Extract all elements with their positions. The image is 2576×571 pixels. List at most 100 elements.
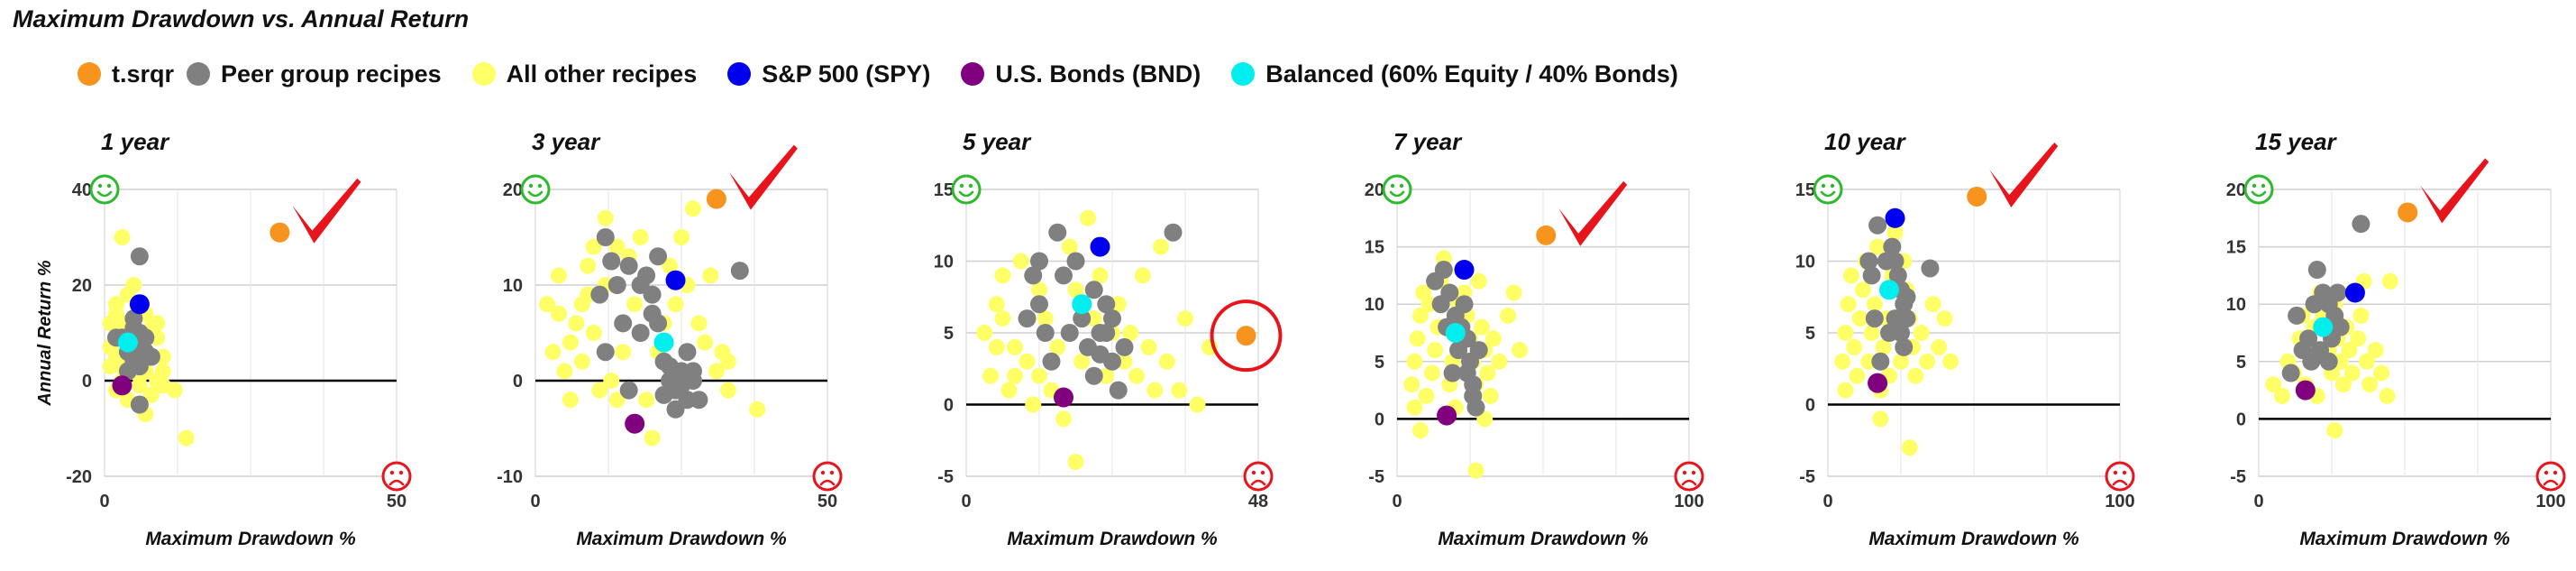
- point-other: [1411, 422, 1429, 439]
- point-peer: [690, 391, 708, 410]
- point-other: [1025, 396, 1042, 413]
- smiley-face-icon-eye-left: [1390, 183, 1395, 189]
- point-other: [142, 386, 160, 403]
- point-peer: [619, 256, 638, 275]
- point-other: [2343, 364, 2361, 382]
- y-tick-label: 0: [513, 372, 523, 391]
- x-axis-label: Maximum Drawdown %: [1438, 529, 1649, 549]
- point-peer: [1109, 381, 1128, 400]
- point-peer: [2328, 283, 2347, 302]
- y-tick-label: -5: [1799, 467, 1815, 487]
- point-other: [2350, 330, 2367, 347]
- point-bnd: [2295, 380, 2316, 401]
- smiley-face-icon-eye-right: [1830, 183, 1835, 189]
- legend-item-other: All other recipes: [471, 60, 698, 88]
- frowny-face-icon-eye-right: [2553, 470, 2558, 475]
- point-bnd: [1868, 373, 1888, 393]
- frowny-face-icon-eye-left: [389, 470, 395, 475]
- point-peer: [1024, 266, 1043, 285]
- point-other: [1875, 338, 1892, 355]
- point-other: [125, 277, 142, 293]
- frowny-face-icon-eye-right: [829, 470, 835, 475]
- point-other: [667, 296, 684, 313]
- point-other: [1500, 307, 1517, 324]
- point-peer: [1091, 345, 1110, 364]
- point-other: [562, 334, 579, 351]
- point-peer: [1018, 309, 1037, 328]
- point-other: [1851, 310, 1868, 327]
- point-tsrqr: [1236, 326, 1256, 346]
- x-tick-label: 0: [1392, 492, 1402, 511]
- frowny-face-icon-eye-right: [1691, 470, 1696, 475]
- point-peer: [1455, 295, 1474, 314]
- point-tsrqr: [269, 222, 290, 243]
- point-other: [1840, 296, 1857, 313]
- point-peer: [1449, 341, 1468, 360]
- point-other: [1411, 307, 1429, 324]
- point-other: [1146, 382, 1164, 399]
- point-other: [1140, 338, 1157, 355]
- point-balanced: [2313, 317, 2334, 337]
- point-other: [1073, 353, 1091, 370]
- legend-item-balanced: Balanced (60% Equity / 40% Bonds): [1231, 60, 1678, 88]
- smiley-face-icon-eye-right: [968, 183, 973, 189]
- point-other: [662, 257, 679, 274]
- y-tick-label: 5: [1375, 353, 1384, 373]
- frowny-face-icon-eye-left: [2113, 470, 2118, 475]
- point-peer: [2299, 329, 2318, 348]
- frowny-face-icon-eye-right: [2122, 470, 2127, 475]
- frowny-face-icon-eye-left: [2544, 470, 2549, 475]
- smiley-face-icon: [1382, 174, 1412, 205]
- point-peer: [643, 304, 662, 323]
- y-tick-label: 40: [72, 180, 92, 200]
- legend-label: All other recipes: [506, 60, 698, 87]
- point-other: [696, 334, 713, 351]
- smiley-face-icon-mouth: [1389, 190, 1405, 198]
- point-other: [573, 353, 590, 370]
- point-other: [988, 296, 1005, 313]
- point-other: [1031, 281, 1047, 299]
- point-tsrqr: [706, 189, 726, 209]
- point-tsrqr: [1536, 225, 1557, 245]
- point-other: [1116, 353, 1133, 370]
- y-tick-label: -10: [497, 467, 523, 487]
- point-other: [550, 267, 567, 284]
- x-axis-label: Maximum Drawdown %: [1868, 529, 2079, 549]
- frowny-face-icon-eye-left: [1682, 470, 1687, 475]
- point-other: [1189, 396, 1206, 413]
- point-other: [976, 325, 993, 341]
- point-other: [1110, 296, 1127, 313]
- point-tsrqr: [2398, 202, 2418, 223]
- point-other: [1085, 310, 1102, 327]
- point-other: [1467, 462, 1484, 479]
- point-peer: [666, 400, 685, 419]
- chart-panel-1: 40 20 0 -20 0 50 1 year Maximum Drawdown % Annua…: [35, 128, 406, 549]
- frowny-face-icon-eye-right: [398, 470, 404, 475]
- point-other: [1403, 376, 1420, 393]
- point-peer: [590, 285, 609, 304]
- point-other: [1092, 267, 1109, 284]
- point-peer: [619, 381, 638, 400]
- checkmark-icon: [1558, 180, 1628, 246]
- x-tick-label: 0: [961, 492, 971, 511]
- point-other: [1901, 439, 1918, 456]
- point-other: [994, 310, 1011, 327]
- point-other: [749, 401, 766, 418]
- point-other: [2373, 364, 2390, 382]
- point-peer: [661, 357, 680, 376]
- point-peer: [2307, 261, 2326, 280]
- x-tick-label: 100: [2105, 492, 2134, 511]
- point-other: [154, 363, 171, 380]
- point-peer: [1048, 223, 1067, 242]
- point-other: [702, 267, 719, 284]
- smiley-face-icon-outline: [1813, 174, 1843, 205]
- y-tick-label: 5: [1805, 324, 1815, 344]
- legend-item-spy: S&P 500 (SPY): [727, 60, 930, 88]
- smiley-face-icon-eye-left: [528, 183, 534, 189]
- frowny-face-icon-outline: [381, 461, 412, 492]
- point-other: [1061, 238, 1078, 255]
- point-peer: [1457, 364, 1476, 382]
- point-peer: [596, 228, 615, 246]
- smiley-face-icon-eye-left: [97, 183, 103, 189]
- point-other: [1122, 325, 1139, 341]
